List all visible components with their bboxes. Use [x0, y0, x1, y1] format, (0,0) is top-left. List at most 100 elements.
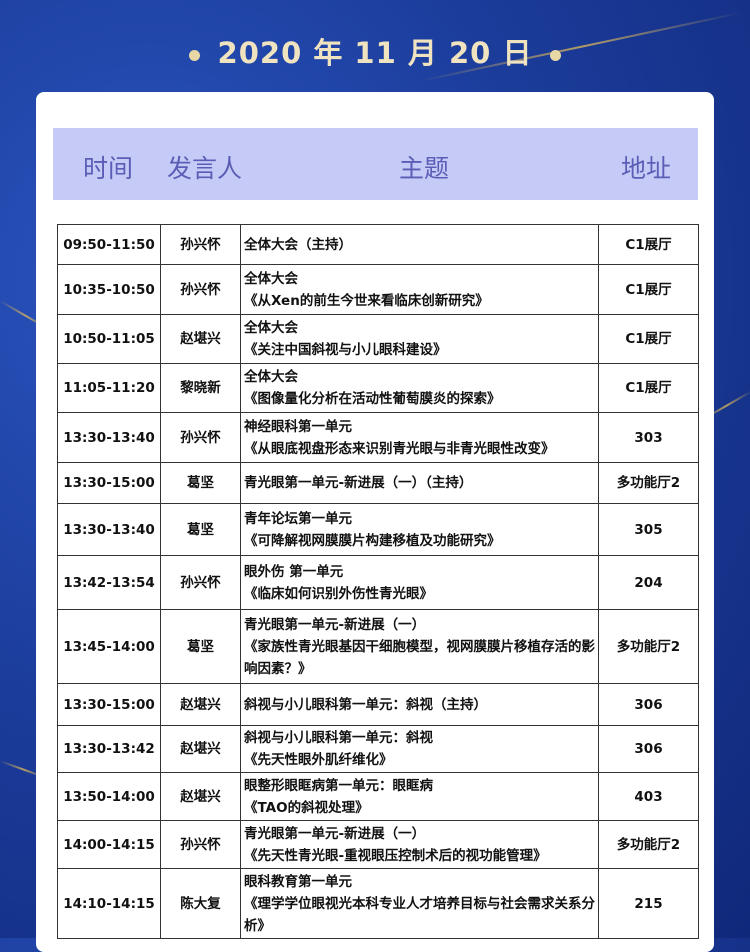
speaker-cell: 葛坚	[161, 610, 241, 684]
session-name: 青光眼第一单元-新进展（一）	[244, 614, 595, 636]
location-cell: 多功能厅2	[599, 610, 699, 684]
bullet-dot-icon	[189, 50, 200, 61]
speaker-cell: 赵堪兴	[161, 773, 241, 821]
topic-cell: 眼整形眼眶病第一单元：眼眶病《TAO的斜视处理》	[241, 773, 599, 821]
session-name: 全体大会	[244, 366, 595, 388]
time-cell: 13:50-14:00	[58, 773, 161, 821]
topic-cell: 青光眼第一单元-新进展（一）（主持）	[241, 463, 599, 504]
topic-cell: 青光眼第一单元-新进展（一）《家族性青光眼基因干细胞模型，视网膜膜片移植存活的影…	[241, 610, 599, 684]
session-name: 眼整形眼眶病第一单元：眼眶病	[244, 775, 595, 797]
time-cell: 13:45-14:00	[58, 610, 161, 684]
session-name: 青光眼第一单元-新进展（一）	[244, 823, 595, 845]
session-name: 全体大会	[244, 317, 595, 339]
session-name: 眼外伤 第一单元	[244, 561, 595, 583]
location-cell: 403	[599, 773, 699, 821]
location-cell: C1展厅	[599, 225, 699, 265]
location-cell: C1展厅	[599, 364, 699, 413]
time-cell: 13:30-15:00	[58, 684, 161, 726]
speaker-cell: 葛坚	[161, 504, 241, 556]
session-name: 青光眼第一单元-新进展（一）（主持）	[244, 472, 595, 494]
talk-title: 《从Xen的前生今世来看临床创新研究》	[244, 290, 595, 312]
header-location: 地址	[621, 149, 671, 185]
time-cell: 09:50-11:50	[58, 225, 161, 265]
time-cell: 13:30-13:40	[58, 413, 161, 463]
date-title: 2020 年 11 月 20 日	[218, 36, 533, 70]
talk-title: 《图像量化分析在活动性葡萄膜炎的探索》	[244, 388, 595, 410]
time-cell: 13:30-15:00	[58, 463, 161, 504]
time-cell: 13:30-13:42	[58, 726, 161, 773]
talk-title: 《家族性青光眼基因干细胞模型，视网膜膜片移植存活的影响因素？》	[244, 636, 595, 680]
location-cell: 305	[599, 504, 699, 556]
speaker-cell: 陈大复	[161, 869, 241, 939]
speaker-cell: 葛坚	[161, 463, 241, 504]
speaker-cell: 赵堪兴	[161, 726, 241, 773]
speaker-cell: 赵堪兴	[161, 684, 241, 726]
time-cell: 14:00-14:15	[58, 821, 161, 869]
session-name: 斜视与小儿眼科第一单元：斜视（主持）	[244, 694, 595, 716]
speaker-cell: 孙兴怀	[161, 413, 241, 463]
location-cell: 多功能厅2	[599, 821, 699, 869]
speaker-cell: 孙兴怀	[161, 225, 241, 265]
speaker-cell: 孙兴怀	[161, 821, 241, 869]
time-cell: 14:10-14:15	[58, 869, 161, 939]
topic-cell: 全体大会《从Xen的前生今世来看临床创新研究》	[241, 265, 599, 315]
talk-title: 《临床如何识别外伤性青光眼》	[244, 583, 595, 605]
session-name: 青年论坛第一单元	[244, 508, 595, 530]
topic-cell: 青光眼第一单元-新进展（一）《先天性青光眼-重视眼压控制术后的视功能管理》	[241, 821, 599, 869]
topic-cell: 全体大会《关注中国斜视与小儿眼科建设》	[241, 315, 599, 364]
header-topic: 主题	[399, 149, 449, 185]
bullet-dot-icon	[550, 50, 561, 61]
time-cell: 13:30-13:40	[58, 504, 161, 556]
time-cell: 11:05-11:20	[58, 364, 161, 413]
location-cell: C1展厅	[599, 265, 699, 315]
session-name: 斜视与小儿眼科第一单元：斜视	[244, 727, 595, 749]
talk-title: 《先天性眼外肌纤维化》	[244, 749, 595, 771]
location-cell: C1展厅	[599, 315, 699, 364]
topic-cell: 眼外伤 第一单元《临床如何识别外伤性青光眼》	[241, 556, 599, 610]
speaker-cell: 孙兴怀	[161, 265, 241, 315]
talk-title: 《可降解视网膜膜片构建移植及功能研究》	[244, 530, 595, 552]
header-speaker: 发言人	[167, 149, 242, 185]
location-cell: 204	[599, 556, 699, 610]
talk-title: 《关注中国斜视与小儿眼科建设》	[244, 339, 595, 361]
table-header: 时间 发言人 主题 地址	[53, 128, 698, 200]
time-cell: 10:35-10:50	[58, 265, 161, 315]
topic-cell: 全体大会（主持）	[241, 225, 599, 265]
talk-title: 《理学学位眼视光本科专业人才培养目标与社会需求关系分析》	[244, 893, 595, 937]
talk-title: 《先天性青光眼-重视眼压控制术后的视功能管理》	[244, 845, 595, 867]
speaker-cell: 赵堪兴	[161, 315, 241, 364]
session-name: 眼科教育第一单元	[244, 871, 595, 893]
location-cell: 303	[599, 413, 699, 463]
speaker-cell: 黎晓新	[161, 364, 241, 413]
header-time: 时间	[83, 149, 133, 185]
speaker-cell: 孙兴怀	[161, 556, 241, 610]
topic-cell: 眼科教育第一单元《理学学位眼视光本科专业人才培养目标与社会需求关系分析》	[241, 869, 599, 939]
session-name: 全体大会	[244, 268, 595, 290]
time-cell: 13:42-13:54	[58, 556, 161, 610]
location-cell: 306	[599, 726, 699, 773]
topic-cell: 神经眼科第一单元《从眼底视盘形态来识别青光眼与非青光眼性改变》	[241, 413, 599, 463]
location-cell: 306	[599, 684, 699, 726]
topic-cell: 斜视与小儿眼科第一单元：斜视（主持）	[241, 684, 599, 726]
topic-cell: 青年论坛第一单元《可降解视网膜膜片构建移植及功能研究》	[241, 504, 599, 556]
location-cell: 215	[599, 869, 699, 939]
session-name: 全体大会（主持）	[244, 234, 595, 256]
session-name: 神经眼科第一单元	[244, 416, 595, 438]
talk-title: 《从眼底视盘形态来识别青光眼与非青光眼性改变》	[244, 438, 595, 460]
topic-cell: 斜视与小儿眼科第一单元：斜视《先天性眼外肌纤维化》	[241, 726, 599, 773]
page-title: 2020 年 11 月 20 日	[0, 30, 750, 72]
